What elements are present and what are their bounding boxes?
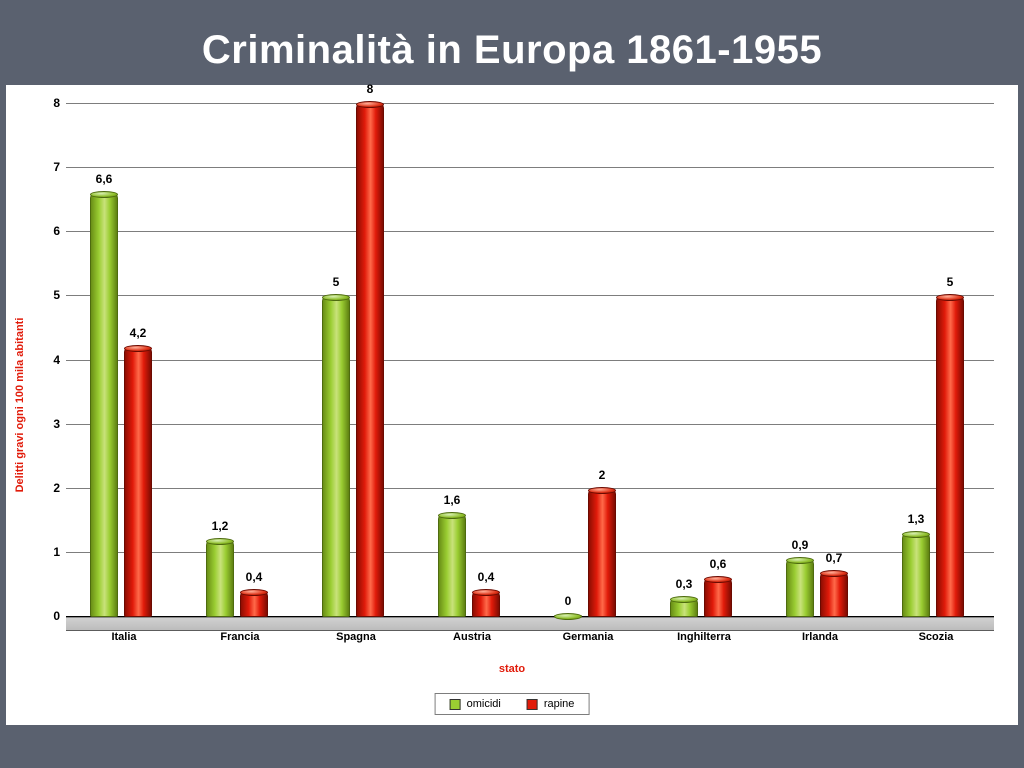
bar-rapine: 5 <box>936 296 964 617</box>
bar-value-label: 0,7 <box>826 551 843 565</box>
bar-group: 0,90,7 <box>762 103 878 617</box>
y-tick: 3 <box>42 417 60 431</box>
bar-rapine: 0,7 <box>820 572 848 617</box>
bar-cap <box>670 596 698 603</box>
chart-panel: Delitti gravi ogni 100 mila abitanti 0 1 2… <box>6 85 1018 725</box>
bar-omicidi: 1,3 <box>902 533 930 617</box>
x-label: Austria <box>414 631 530 649</box>
bar-value-label: 2 <box>599 468 606 482</box>
bar-value-label: 4,2 <box>130 326 147 340</box>
bar-group: 02 <box>530 103 646 617</box>
bar-omicidi: 5 <box>322 296 350 617</box>
y-axis-title: Delitti gravi ogni 100 mila abitanti <box>14 318 26 493</box>
bar-rapine: 0,6 <box>704 578 732 617</box>
bar-cap <box>472 589 500 596</box>
bar-group: 0,3 0,6 <box>646 103 762 617</box>
bar-value-label: 6,6 <box>96 172 113 186</box>
bar-value-label: 8 <box>367 82 374 96</box>
bar-rapine: 0,4 <box>240 591 268 617</box>
bar-rapine: 4,2 <box>124 347 152 617</box>
bar-value-label: 0,3 <box>676 577 693 591</box>
x-labels: ItaliaFranciaSpagnaAustriaGermaniaInghil… <box>66 631 994 649</box>
bar-value-label: 1,6 <box>444 493 461 507</box>
y-tick: 2 <box>42 481 60 495</box>
y-tick: 1 <box>42 545 60 559</box>
x-label: Francia <box>182 631 298 649</box>
bars-container: 6,64,21,20,4581,60,4020,30,60,90,71,35 <box>66 103 994 617</box>
y-tick: 5 <box>42 288 60 302</box>
bar-group: 58 <box>298 103 414 617</box>
x-label: Spagna <box>298 631 414 649</box>
bar-value-label: 1,3 <box>908 512 925 526</box>
y-tick: 4 <box>42 353 60 367</box>
bar-cap <box>786 557 814 564</box>
bar-group: 6,64,2 <box>66 103 182 617</box>
bar-value-label: 1,2 <box>212 519 229 533</box>
bar-omicidi: 0 <box>554 615 582 617</box>
bar-cap <box>90 191 118 198</box>
legend-item-rapine: rapine <box>527 698 575 710</box>
chart-floor <box>66 617 994 631</box>
bar-cap <box>588 487 616 494</box>
bar-cap <box>240 589 268 596</box>
x-label: Irlanda <box>762 631 878 649</box>
bar-cap <box>438 512 466 519</box>
x-label: Italia <box>66 631 182 649</box>
bar-omicidi: 6,6 <box>90 193 118 617</box>
bar-cap <box>704 576 732 583</box>
x-label: Inghilterra <box>646 631 762 649</box>
y-tick: 6 <box>42 224 60 238</box>
bar-value-label: 0,6 <box>710 557 727 571</box>
bar-group: 1,20,4 <box>182 103 298 617</box>
bar-group: 1,35 <box>878 103 994 617</box>
y-tick: 8 <box>42 96 60 110</box>
x-label: Germania <box>530 631 646 649</box>
bar-omicidi: 0,9 <box>786 559 814 617</box>
bar-group: 1,60,4 <box>414 103 530 617</box>
legend-item-omicidi: omicidi <box>450 698 501 710</box>
x-axis-title: stato <box>499 663 525 675</box>
bar-value-label: 5 <box>947 275 954 289</box>
y-tick: 0 <box>42 609 60 623</box>
bar-rapine: 8 <box>356 103 384 617</box>
page-title: Criminalità in Europa 1861-1955 <box>20 28 1004 73</box>
bar-cap <box>936 294 964 301</box>
bar-cap <box>356 101 384 108</box>
plot-area: 012345678 6,64,21,20,4581,60,4020,30,60,… <box>66 103 994 649</box>
bar-rapine: 0,4 <box>472 591 500 617</box>
title-bar: Criminalità in Europa 1861-1955 <box>0 0 1024 85</box>
bar-value-label: 0,4 <box>246 570 263 584</box>
bar-cap <box>206 538 234 545</box>
bar-omicidi: 1,6 <box>438 514 466 617</box>
bar-cap <box>124 345 152 352</box>
bar-value-label: 5 <box>333 275 340 289</box>
x-label: Scozia <box>878 631 994 649</box>
bar-rapine: 2 <box>588 489 616 618</box>
bar-cap <box>554 613 582 620</box>
bar-value-label: 0 <box>565 594 572 608</box>
legend-swatch-rapine <box>527 699 538 710</box>
bar-cap <box>322 294 350 301</box>
legend-label-omicidi: omicidi <box>467 698 501 710</box>
legend: omicidi rapine <box>435 693 590 715</box>
y-tick: 7 <box>42 160 60 174</box>
legend-label-rapine: rapine <box>544 698 575 710</box>
bar-value-label: 0,4 <box>478 570 495 584</box>
bar-cap <box>902 531 930 538</box>
bar-value-label: 0,9 <box>792 538 809 552</box>
bar-omicidi: 1,2 <box>206 540 234 617</box>
bar-omicidi: 0,3 <box>670 598 698 617</box>
legend-swatch-omicidi <box>450 699 461 710</box>
bar-cap <box>820 570 848 577</box>
